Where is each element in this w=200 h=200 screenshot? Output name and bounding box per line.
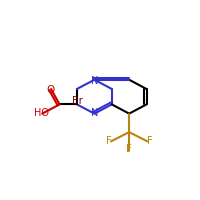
Text: F: F	[106, 136, 112, 146]
Text: O: O	[46, 85, 54, 95]
Text: F: F	[147, 136, 152, 146]
Text: N: N	[91, 76, 98, 86]
Text: Br: Br	[72, 96, 82, 106]
Text: HO: HO	[34, 108, 49, 118]
Text: F: F	[126, 144, 132, 154]
Text: N: N	[91, 108, 98, 118]
